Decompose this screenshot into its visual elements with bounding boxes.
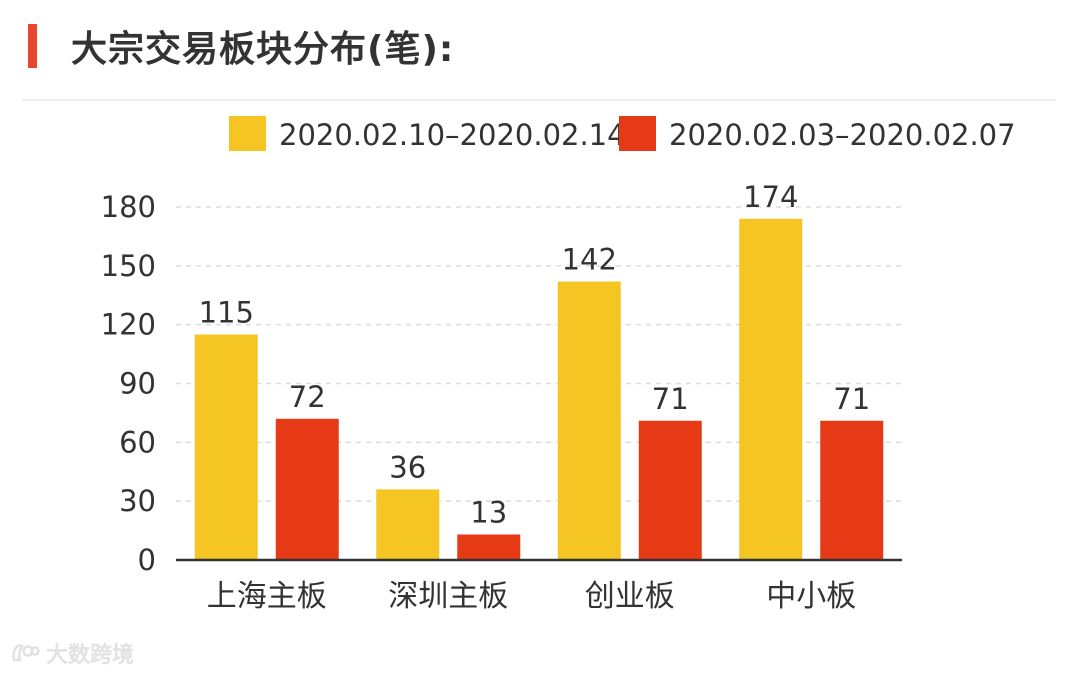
y-axis-ticks: 0 30 60 90 120 150 180 — [101, 190, 156, 577]
bar-value-label-2-1: 72 — [289, 380, 326, 414]
legend-swatch-2 — [619, 116, 656, 151]
legend-label-2: 2020.02.03–2020.02.07 — [669, 118, 1016, 152]
y-tick-label-60: 60 — [119, 425, 156, 459]
y-tick-label-150: 150 — [101, 249, 156, 283]
watermark: 大数跨境 — [10, 638, 134, 668]
bar-1-1 — [194, 334, 258, 560]
y-tick-label-180: 180 — [101, 190, 156, 224]
title-accent-bar — [28, 24, 37, 68]
brand-logo-icon — [12, 644, 40, 662]
title-bar: 大宗交易板块分布(笔): — [28, 20, 454, 72]
chart-bars — [194, 218, 884, 560]
bar-value-label-2-4: 71 — [833, 382, 870, 416]
bar-2-2 — [457, 534, 521, 560]
header-divider — [22, 99, 1056, 101]
legend-label-1: 2020.02.10–2020.02.14 — [279, 118, 626, 152]
x-category-label-1: 上海主板 — [207, 579, 327, 614]
bar-value-labels: 115 72 36 13 142 71 174 71 — [199, 180, 871, 530]
y-tick-label-30: 30 — [119, 484, 156, 518]
bar-value-label-1-4: 174 — [743, 180, 798, 214]
bar-2-1 — [275, 418, 339, 560]
bar-value-label-2-2: 13 — [470, 496, 507, 530]
bar-value-label-2-3: 71 — [652, 382, 689, 416]
chart-legend: 2020.02.10–2020.02.14 2020.02.03–2020.02.… — [229, 116, 1016, 152]
y-tick-label-120: 120 — [101, 308, 156, 342]
bar-1-4 — [739, 218, 803, 560]
bar-2-4 — [820, 420, 884, 560]
bar-1-3 — [557, 281, 621, 560]
x-category-label-3: 创业板 — [585, 579, 675, 614]
x-axis-categories: 上海主板 深圳主板 创业板 中小板 — [207, 579, 857, 614]
y-tick-label-0: 0 — [138, 543, 156, 577]
legend-swatch-1 — [229, 116, 266, 151]
y-tick-label-90: 90 — [119, 367, 156, 401]
page-title: 大宗交易板块分布(笔): — [71, 29, 455, 70]
bar-value-label-1-2: 36 — [389, 450, 426, 484]
watermark-text: 大数跨境 — [46, 643, 135, 668]
bar-2-3 — [638, 420, 702, 560]
bar-1-2 — [376, 489, 440, 560]
bar-value-label-1-1: 115 — [199, 295, 254, 329]
bar-value-label-1-3: 142 — [562, 243, 617, 277]
x-category-label-2: 深圳主板 — [388, 579, 508, 614]
x-category-label-4: 中小板 — [766, 579, 856, 614]
